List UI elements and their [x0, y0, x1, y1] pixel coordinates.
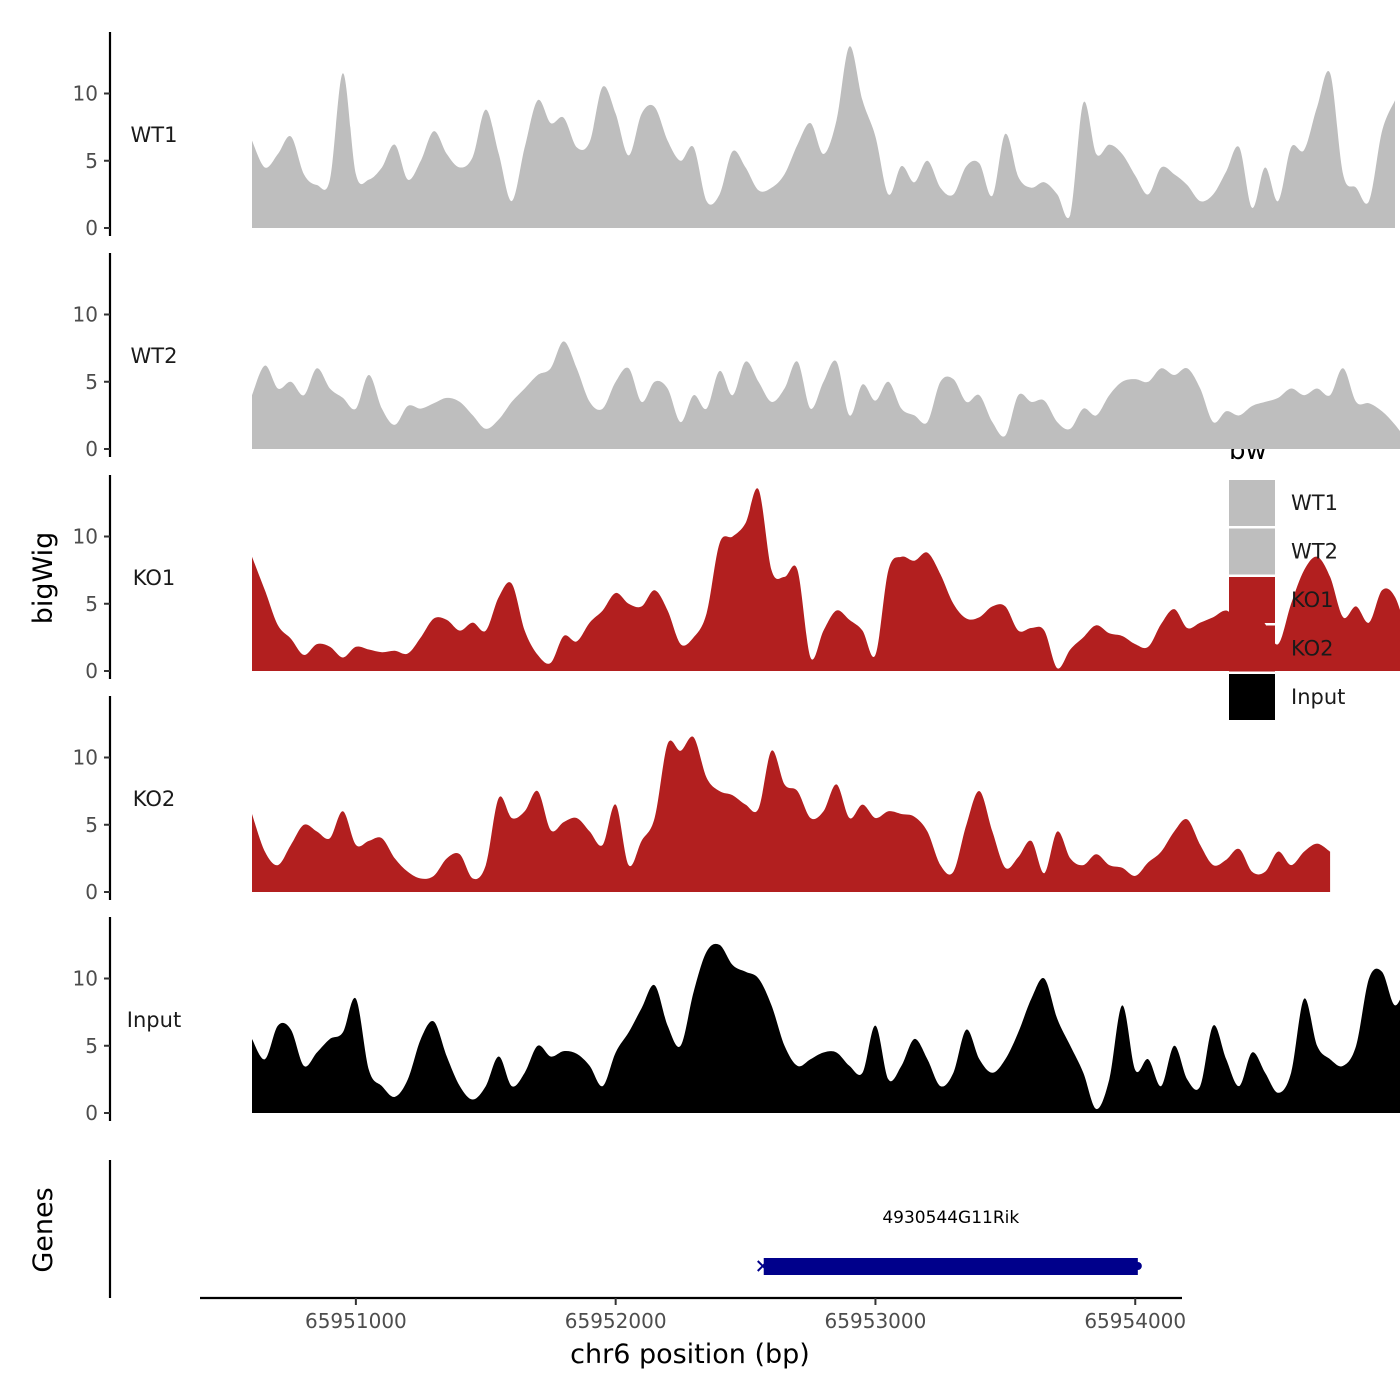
y-tick-label: 10 — [73, 525, 98, 549]
gene-label: 4930544G11Rik — [882, 1208, 1019, 1228]
x-axis: 65951000 65952000 65953000 65954000 — [200, 1296, 1186, 1333]
track-label-ko2: KO2 — [133, 787, 176, 811]
legend-swatch — [1229, 480, 1275, 526]
track-input: 0 5 10 Input — [73, 917, 1400, 1125]
y-tick-label: 0 — [85, 1101, 98, 1125]
track-label-wt2: WT2 — [131, 344, 178, 368]
y-tick-label: 5 — [85, 1034, 98, 1058]
gene-end-marker — [1133, 1262, 1142, 1270]
y-tick-label: 0 — [85, 659, 98, 683]
track-label-ko1: KO1 — [133, 566, 176, 590]
legend-swatch — [1229, 528, 1275, 575]
legend-swatch — [1229, 577, 1275, 623]
track-ko1: 0 5 10 KO1 — [73, 475, 1400, 683]
x-tick-label: 65952000 — [565, 1309, 667, 1333]
track-wt1: 0 5 10 WT1 — [73, 32, 1395, 240]
y-tick-label: 5 — [85, 813, 98, 837]
legend-label: WT1 — [1291, 491, 1338, 515]
coverage-tracks: 0 5 10 WT1 0 5 10 WT2 0 5 10 KO1 0 5 10 KO2 0 5 10 Input — [73, 32, 1400, 1125]
legend-label: Input — [1291, 685, 1345, 709]
legend-item-ko2: KO2 — [1229, 625, 1334, 672]
y-tick-label: 10 — [73, 746, 98, 770]
strand-marker — [757, 1260, 769, 1272]
coverage-area-wt1 — [252, 46, 1395, 228]
y-tick-label: 0 — [85, 880, 98, 904]
gene-bar — [763, 1258, 1138, 1275]
y-tick-label: 5 — [85, 370, 98, 394]
track-label-wt1: WT1 — [131, 123, 178, 147]
y-tick-label: 0 — [85, 437, 98, 461]
track-wt2: 0 5 10 WT2 — [73, 253, 1400, 461]
legend-swatch — [1229, 625, 1275, 672]
legend-item-wt1: WT1 — [1229, 480, 1338, 526]
genes-panel-title: Genes — [28, 1187, 59, 1272]
x-tick-label: 65954000 — [1084, 1309, 1186, 1333]
legend-item-wt2: WT2 — [1229, 528, 1338, 575]
genes-panel: 4930544G11Rik — [108, 1160, 1142, 1298]
coverage-area-ko2 — [252, 736, 1331, 892]
x-tick-label: 65953000 — [825, 1309, 927, 1333]
x-axis-title: chr6 position (bp) — [570, 1339, 810, 1370]
legend-label: KO2 — [1291, 637, 1334, 661]
coverage-area-ko1 — [252, 488, 1400, 671]
x-tick-label: 65951000 — [305, 1309, 407, 1333]
legend-label: KO1 — [1291, 588, 1334, 612]
legend-label: WT2 — [1291, 540, 1338, 564]
y-tick-label: 10 — [73, 303, 98, 327]
y-tick-label: 0 — [85, 216, 98, 240]
coverage-area-wt2 — [252, 341, 1400, 449]
y-tick-label: 10 — [73, 967, 98, 991]
track-label-input: Input — [127, 1008, 181, 1032]
track-ko2: 0 5 10 KO2 — [73, 696, 1331, 904]
legend-swatch — [1229, 674, 1275, 720]
y-tick-label: 5 — [85, 149, 98, 173]
y-axis-title: bigWig — [28, 532, 59, 625]
y-tick-label: 10 — [73, 82, 98, 106]
legend-item-input: Input — [1229, 674, 1345, 720]
coverage-area-input — [252, 943, 1400, 1113]
legend: WT1 WT2 KO1 KO2 Input — [1229, 480, 1345, 720]
y-tick-label: 5 — [85, 592, 98, 616]
legend-item-ko1: KO1 — [1229, 577, 1334, 623]
